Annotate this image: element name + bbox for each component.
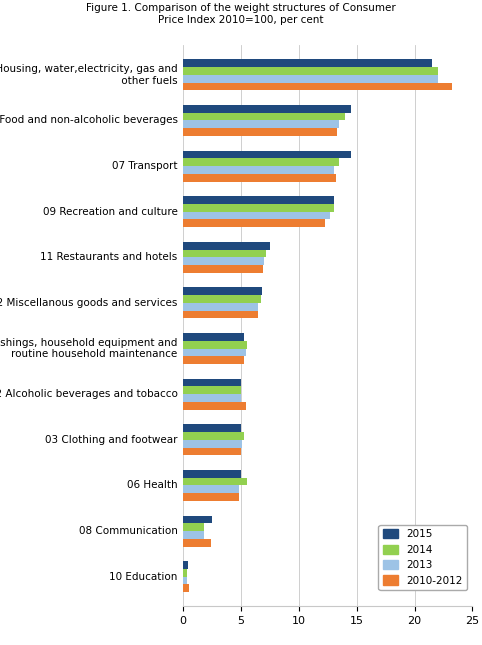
Bar — [183, 348, 246, 356]
Bar — [183, 158, 339, 166]
Bar — [183, 219, 325, 227]
Bar — [183, 478, 247, 486]
Bar — [183, 121, 339, 128]
Bar — [183, 424, 241, 432]
Bar — [183, 493, 239, 501]
Bar — [183, 196, 334, 204]
Bar — [183, 242, 270, 250]
Bar — [183, 288, 262, 295]
Bar — [183, 105, 351, 113]
Bar — [183, 204, 334, 212]
Bar — [183, 379, 241, 386]
Bar — [183, 257, 264, 265]
Bar — [183, 67, 438, 75]
Bar — [183, 515, 212, 523]
Bar — [183, 341, 247, 348]
Bar — [183, 356, 244, 364]
Bar — [183, 440, 242, 448]
Legend: 2015, 2014, 2013, 2010-2012: 2015, 2014, 2013, 2010-2012 — [378, 525, 467, 590]
Bar — [183, 539, 211, 546]
Bar — [183, 333, 244, 341]
Bar — [183, 166, 334, 174]
Bar — [183, 150, 351, 158]
Bar — [183, 386, 241, 394]
Bar — [183, 486, 239, 493]
Bar — [183, 569, 187, 577]
Bar — [183, 394, 241, 402]
Text: Figure 1. Comparison of the weight structures of Consumer
Price Index 2010=100, : Figure 1. Comparison of the weight struc… — [86, 3, 396, 25]
Bar — [183, 523, 204, 531]
Bar — [183, 212, 330, 219]
Bar — [183, 250, 267, 257]
Bar — [183, 470, 241, 478]
Bar — [183, 577, 187, 584]
Bar — [183, 311, 258, 319]
Bar — [183, 531, 204, 539]
Bar — [183, 174, 336, 181]
Bar — [183, 303, 258, 311]
Bar — [183, 83, 452, 90]
Bar — [183, 402, 246, 410]
Bar — [183, 448, 241, 455]
Bar — [183, 75, 438, 83]
Bar — [183, 561, 188, 569]
Bar — [183, 265, 263, 273]
Bar — [183, 295, 261, 303]
Bar — [183, 59, 432, 67]
Bar — [183, 432, 244, 440]
Bar — [183, 128, 337, 136]
Bar — [183, 113, 345, 121]
Bar — [183, 584, 189, 592]
